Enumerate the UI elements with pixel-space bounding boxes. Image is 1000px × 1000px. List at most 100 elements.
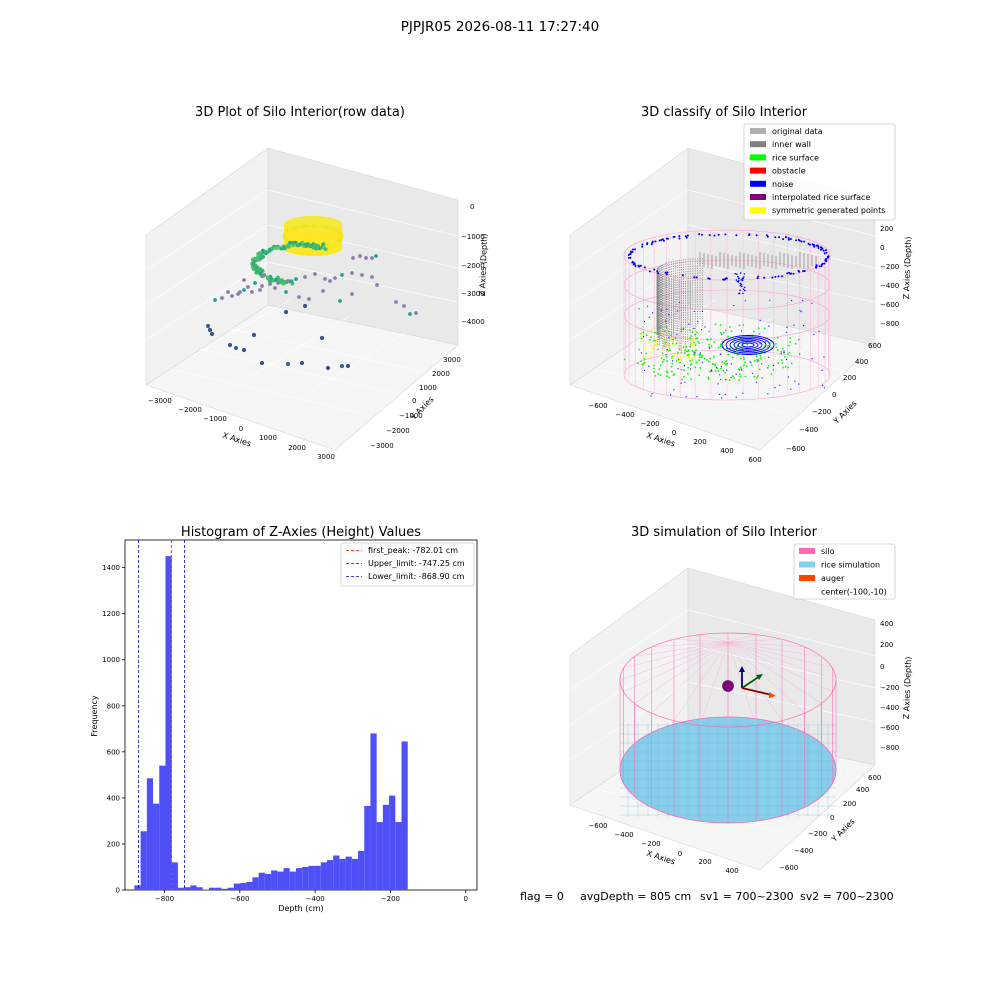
raw-point [283,309,289,315]
rice-surface-point [787,366,790,369]
raw-y-tick: 0 [412,397,416,405]
histogram-bar [345,856,352,890]
noise-point [651,312,654,314]
noise-point [704,326,706,328]
rice-surface-point [740,367,743,370]
classify-y-tick: 0 [832,391,836,399]
noise-point [793,324,795,326]
rice-surface-point [698,359,700,362]
panel-simulation-3d: 3D simulation of Silo Interior −600 −400… [569,525,913,875]
noise-point [708,347,711,349]
histogram-x-tick-label: −400 [306,895,325,903]
rice-surface-point [727,335,729,338]
rice-surface-point [694,344,697,346]
classify-z-tick: 200 [880,225,893,233]
classify-y-ticks: −600 −400 −200 0 200 400 600 [786,342,881,453]
noise-point [641,243,644,246]
histogram-bar [252,877,259,890]
rice-surface-point [643,358,646,360]
noise-point [799,353,801,355]
noise-point [698,233,701,236]
noise-point [715,366,718,368]
raw-z-tick: −4000 [461,318,485,326]
noise-point [696,396,698,398]
histogram-bar [389,795,396,890]
noise-point [672,338,674,340]
raw-point [328,226,332,230]
rice-surface-point [653,367,655,370]
raw-point [313,272,317,276]
rice-surface-point [730,330,733,332]
noise-point [771,276,774,279]
histogram-bar [233,883,241,890]
rice-surface-point [749,360,751,363]
noise-point [693,327,695,329]
rice-surface-point [645,352,647,355]
noise-point [799,309,801,312]
rice-surface-point [743,358,745,361]
symmetric-point [650,352,653,355]
raw-z-label: Z Axies (Depth) [478,233,489,296]
symmetric-point [693,338,696,340]
simulation-x-tick: −400 [614,831,633,839]
histogram-bar [221,888,228,890]
classify-legend-label: obstacle [772,167,806,176]
raw-point [328,242,332,246]
symmetric-point [673,353,676,356]
noise-point [739,282,742,285]
rice-surface-point [654,375,657,377]
noise-point [724,233,727,236]
raw-point [276,246,281,250]
rice-surface-point [763,327,766,330]
noise-point [800,311,802,313]
noise-point [725,379,727,381]
histogram-legend: first_peak: -782.01 cm Upper_limit: -747.… [340,542,475,587]
symmetric-point [640,340,642,343]
histogram-bar [258,872,265,890]
raw-point [251,332,257,338]
noise-point [741,279,744,282]
rice-surface-point [659,364,662,366]
noise-point [713,234,716,237]
histogram-bar [320,862,327,890]
noise-point [824,249,827,252]
noise-point [774,387,776,389]
rice-surface-point [699,354,702,357]
histogram-lines [138,540,185,890]
rice-surface-point [698,374,700,377]
noise-point [726,369,728,371]
rice-surface-point [733,377,735,379]
noise-point [676,310,678,312]
noise-point [813,333,815,336]
raw-point [303,275,307,279]
rice-surface-point [723,332,725,334]
raw-point [375,283,379,287]
raw-point [394,300,398,304]
symmetric-point [685,356,688,359]
symmetric-point [643,347,646,350]
noise-point [662,239,665,242]
raw-point [241,347,247,353]
noise-point [791,300,793,302]
histogram-bar [358,850,365,890]
raw-x-label: X Axies [221,431,252,449]
symmetric-point [646,330,648,333]
raw-point [305,224,309,228]
raw-point [276,281,280,285]
noise-point [818,265,821,268]
raw-point [330,241,334,245]
rice-surface-point [758,332,761,335]
rice-surface-point [679,361,681,364]
raw-point [292,227,296,231]
noise-point [719,378,722,380]
noise-point [717,383,719,385]
raw-point [374,254,378,258]
noise-point [755,234,758,237]
rice-surface-point [706,338,708,340]
rice-surface-point [643,361,646,364]
simulation-z-ticks: 400 200 0 −200 −400 −600 −800 [880,620,899,752]
noise-point [742,277,744,280]
rice-surface-point [678,348,681,351]
silo-roof-line [634,641,729,657]
classify-x-tick: −400 [615,411,634,419]
